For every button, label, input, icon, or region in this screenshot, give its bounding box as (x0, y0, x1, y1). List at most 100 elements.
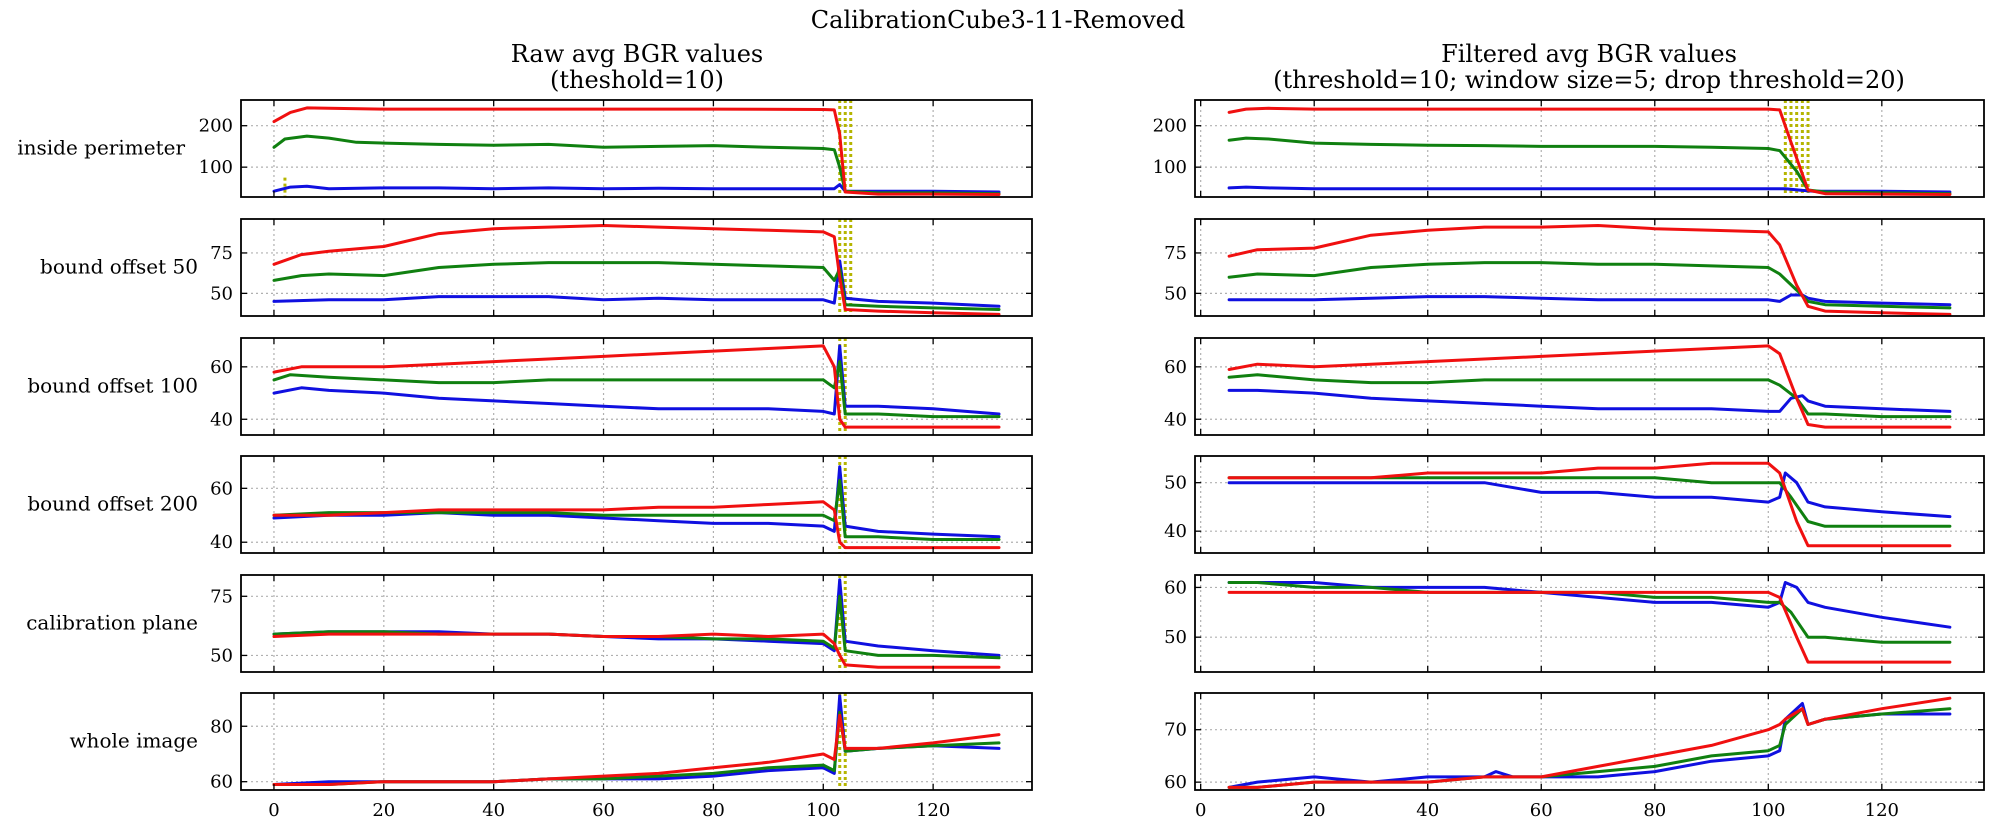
series-line-blue (1227, 293, 1952, 307)
series-line-red (1227, 344, 1952, 429)
row-label: bound offset 50 (40, 255, 198, 279)
chart-raw-bound-offset-50-frame (240, 218, 1033, 317)
chart-filtered-bound-offset-100-frame (1194, 337, 1985, 436)
chart-filtered-inside-perimeter-frame (1194, 99, 1985, 198)
chart-raw-whole-image-frame (240, 692, 1033, 791)
series-line-blue (272, 183, 1001, 194)
chart-filtered-bound-offset-100-grid (1195, 338, 1984, 435)
chart-filtered-bound-offset-200-series (1227, 461, 1952, 548)
x-tick-label: 80 (702, 800, 725, 821)
y-tick-label: 60 (210, 772, 233, 793)
row-label: calibration plane (26, 611, 198, 635)
x-tick-label: 20 (372, 800, 395, 821)
chart-raw-inside-perimeter-ticks (241, 100, 1032, 197)
chart-filtered-whole-image-series (1227, 696, 1952, 789)
raw-column-title-line1: Raw avg BGR values (511, 40, 763, 68)
y-tick-label: 75 (1164, 243, 1187, 264)
series-line-green (1227, 136, 1952, 196)
x-tick-label: 40 (1416, 800, 1439, 821)
chart-filtered-inside-perimeter-ticks (1195, 100, 1984, 197)
chart-filtered-inside-perimeter: 100 200 (1153, 99, 1985, 198)
series-line-blue (1227, 471, 1952, 519)
chart-filtered-bound-offset-50-frame (1194, 218, 1985, 317)
row-label: bound offset 100 (27, 374, 198, 398)
series-line-blue (1227, 388, 1952, 413)
series-line-blue (272, 694, 1001, 786)
y-tick-label: 50 (1164, 473, 1187, 494)
chart-filtered-bound-offset-50: 50 75 (1164, 218, 1985, 317)
chart-raw-bound-offset-100: 40 60 bound offset 100 (27, 337, 1033, 436)
chart-raw-inside-perimeter-series (272, 106, 1001, 196)
y-tick-label: 50 (1164, 627, 1187, 648)
y-tick-label: 40 (210, 532, 233, 553)
y-tick-label: 70 (1164, 720, 1187, 741)
series-line-green (272, 261, 1001, 311)
series-line-blue (1227, 581, 1952, 629)
chart-filtered-whole-image-frame (1194, 692, 1985, 791)
y-tick-label: 40 (1164, 521, 1187, 542)
chart-filtered-calibration-plane-grid (1195, 575, 1984, 672)
chart-filtered-bound-offset-50-series (1227, 224, 1952, 316)
series-line-blue (272, 344, 1001, 416)
y-tick-label: 75 (210, 586, 233, 607)
series-line-green (272, 360, 1001, 419)
chart-raw-whole-image-series (272, 694, 1001, 786)
chart-raw-calibration-plane-series (272, 578, 1001, 669)
series-line-red (272, 106, 1001, 196)
y-tick-label: 100 (1153, 157, 1187, 178)
row-label: inside perimeter (17, 136, 185, 160)
series-line-blue (272, 465, 1001, 539)
x-tick-label: 60 (1530, 800, 1553, 821)
chart-raw-bound-offset-50: 50 75 bound offset 50 (40, 218, 1033, 317)
x-tick-label: 0 (1195, 800, 1206, 821)
chart-raw-bound-offset-200-frame (240, 455, 1033, 554)
y-tick-label: 60 (1164, 577, 1187, 598)
series-line-green (272, 134, 1001, 196)
series-line-red (272, 632, 1001, 669)
series-line-red (272, 500, 1001, 550)
chart-raw-bound-offset-100-series (272, 344, 1001, 429)
chart-raw-bound-offset-200: 40 60 bound offset 200 (27, 455, 1033, 554)
y-tick-label: 50 (210, 645, 233, 666)
chart-raw-bound-offset-200-grid (241, 456, 1032, 553)
series-line-red (272, 713, 1001, 786)
chart-filtered-calibration-plane-ticks (1195, 575, 1984, 672)
x-tick-label: 120 (1865, 800, 1899, 821)
chart-raw-bound-offset-100-ticks (241, 338, 1032, 435)
column-titles: Raw avg BGR values (theshold=10) Filtere… (511, 40, 1905, 94)
chart-filtered-bound-offset-200-ticks (1195, 456, 1984, 553)
chart-filtered-inside-perimeter-series (1227, 106, 1952, 196)
chart-filtered-bound-offset-100-series (1227, 344, 1952, 429)
series-line-red (272, 344, 1001, 429)
y-tick-label: 40 (210, 409, 233, 430)
series-line-red (1227, 106, 1952, 196)
chart-filtered-inside-perimeter-grid (1195, 100, 1984, 197)
row-label: whole image (69, 729, 198, 753)
x-tick-label: 60 (592, 800, 615, 821)
chart-raw-bound-offset-200-series (272, 465, 1001, 550)
series-line-green (1227, 373, 1952, 419)
chart-raw-inside-perimeter-frame (240, 99, 1033, 198)
y-tick-label: 75 (210, 243, 233, 264)
chart-filtered-bound-offset-100-ticks (1195, 338, 1984, 435)
filtered-column-title-line2: (threshold=10; window size=5; drop thres… (1273, 66, 1905, 94)
chart-raw-inside-perimeter: 100 200 inside perimeter (17, 99, 1033, 198)
chart-raw-bound-offset-50-ticks (241, 219, 1032, 316)
series-line-green (272, 594, 1001, 660)
chart-raw-calibration-plane: 50 75 calibration plane (26, 574, 1033, 673)
raw-column-title-line2: (theshold=10) (550, 66, 724, 94)
y-tick-label: 80 (210, 716, 233, 737)
x-tick-label: 40 (482, 800, 505, 821)
series-line-red (1227, 224, 1952, 316)
chart-raw-bound-offset-100-frame (240, 337, 1033, 436)
x-tick-label: 100 (806, 800, 840, 821)
x-tick-label: 100 (1751, 800, 1785, 821)
series-line-green (1227, 261, 1952, 310)
chart-raw-calibration-plane-ticks (241, 575, 1032, 672)
series-line-green (1227, 581, 1952, 644)
series-line-green (1227, 476, 1952, 528)
y-tick-label: 50 (210, 283, 233, 304)
y-tick-label: 200 (1153, 116, 1187, 137)
